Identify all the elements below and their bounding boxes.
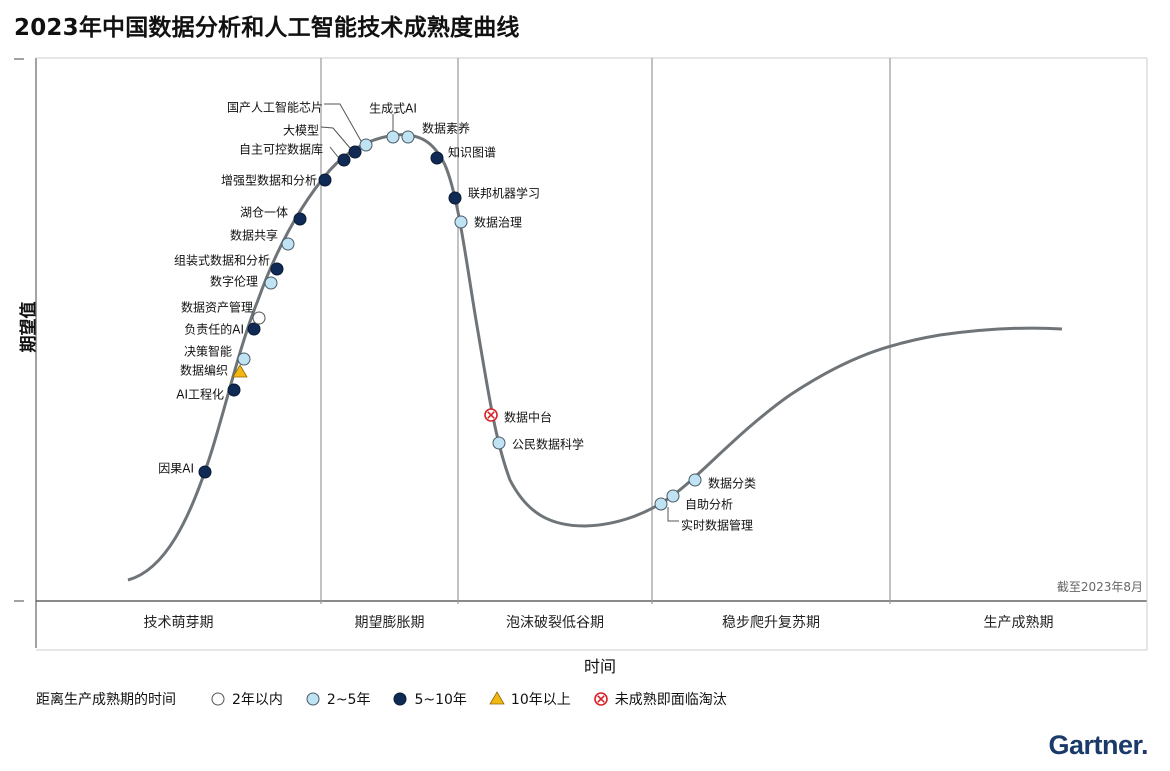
point-label: 公民数据科学 (512, 437, 584, 452)
gartner-logo: Gartner. (1048, 730, 1148, 760)
legend-label: 5~10年 (414, 692, 467, 708)
point-label: 实时数据管理 (681, 518, 753, 533)
legend-label: 2~5年 (326, 692, 371, 708)
point-label: 数据治理 (474, 215, 522, 230)
point-label: 数据共享 (230, 228, 278, 243)
legend-label: 2年以内 (232, 692, 283, 708)
point-label: 数据素养 (422, 121, 470, 136)
phase-labels: 技术萌芽期 期望膨胀期 泡沫破裂低谷期 稳步爬升复苏期 生产成熟期 (144, 614, 1054, 631)
point-marker (688, 473, 702, 487)
point-label: 国产人工智能芯片 (227, 100, 323, 115)
x-axis-label: 时间 (583, 657, 616, 676)
point-marker (430, 151, 444, 165)
point-label: 数据中台 (504, 410, 552, 425)
point-label: 自助分析 (685, 498, 733, 512)
legend-marker-icon (211, 692, 225, 706)
legend-marker-icon (489, 691, 505, 705)
point-marker (492, 436, 506, 450)
point-label: 联邦机器学习 (468, 186, 540, 201)
leader-line (320, 126, 351, 149)
leader-line (329, 146, 339, 158)
hype-curve (127, 133, 1063, 582)
legend-label: 未成熟即面临淘汰 (614, 692, 727, 708)
point-labels: 因果AI AI工程化 数据编织 决策智能 负责任的AI 数据资产管理 数字伦理 组装式数据和分… (158, 100, 756, 533)
point-label: 数据分类 (708, 476, 756, 491)
legend-marker (393, 692, 407, 706)
point-marker (359, 138, 373, 152)
point-marker (232, 364, 248, 378)
phase-label: 生产成熟期 (984, 615, 1054, 631)
legend-item: 未成熟即面临淘汰 (593, 689, 727, 709)
point-marker (264, 276, 278, 290)
chart-title: 2023年中国数据分析和人工智能技术成熟度曲线 (14, 15, 520, 41)
point-marker (237, 352, 251, 366)
point-label: 增强型数据和分析 (221, 173, 317, 188)
point-marker (318, 173, 332, 187)
legend-item: 5~10年 (392, 689, 467, 709)
legend-marker-icon (393, 692, 407, 706)
point-label: 大模型 (283, 124, 319, 138)
point-marker (448, 191, 462, 205)
point-marker (386, 130, 400, 144)
point-marker (484, 408, 498, 422)
point-marker (293, 212, 307, 226)
point-marker (252, 311, 266, 325)
phase-label: 期望膨胀期 (355, 614, 425, 631)
point-label: 数据编织 (180, 363, 228, 378)
point-label: 组装式数据和分析 (174, 253, 270, 268)
point-marker (198, 465, 212, 479)
point-marker (247, 322, 261, 336)
point-label: 湖仓一体 (240, 205, 288, 220)
legend-marker (211, 692, 225, 706)
point-label: 决策智能 (184, 344, 232, 359)
hype-cycle-chart: 技术萌芽期 期望膨胀期 泡沫破裂低谷期 稳步爬升复苏期 生产成熟期 因果AIAI工程化数… (14, 57, 1148, 651)
point-label: 知识图谱 (448, 146, 496, 160)
point-markers (198, 130, 702, 511)
point-label: 生成式AI (369, 102, 417, 116)
point-marker (281, 237, 295, 251)
legend-item: 10年以上 (489, 689, 571, 709)
legend-marker (489, 691, 505, 705)
point-label: AI工程化 (176, 387, 224, 402)
point-marker (270, 262, 284, 276)
legend-title: 距离生产成熟期的时间 (36, 692, 176, 708)
phase-label: 泡沫破裂低谷期 (506, 615, 604, 631)
phase-label: 稳步爬升复苏期 (722, 614, 820, 631)
legend: 距离生产成熟期的时间 2年以内 2~5年 5~10年 10年以上 未成熟即面临淘汰 (36, 688, 749, 710)
point-marker (666, 489, 680, 503)
point-label: 数字伦理 (210, 274, 258, 289)
point-marker (654, 497, 668, 511)
phase-label: 技术萌芽期 (144, 615, 214, 631)
point-label: 负责任的AI (184, 322, 244, 337)
as-of-date: 截至2023年8月 (1057, 580, 1143, 594)
label-leader-lines (320, 103, 679, 522)
legend-marker-icon (306, 692, 320, 706)
point-label: 因果AI (158, 462, 194, 476)
point-marker (454, 215, 468, 229)
point-label: 自主可控数据库 (239, 142, 323, 157)
legend-marker-icon (593, 692, 608, 706)
point-marker (348, 145, 362, 159)
point-marker (337, 153, 351, 167)
legend-marker (593, 692, 608, 706)
point-marker (227, 383, 241, 397)
legend-label: 10年以上 (510, 692, 571, 708)
point-marker (401, 130, 415, 144)
chart-frame (14, 57, 1148, 651)
legend-item: 2年以内 (210, 689, 283, 709)
leader-line (324, 103, 362, 142)
point-label: 数据资产管理 (181, 300, 253, 315)
leader-line (667, 507, 679, 522)
legend-item: 2~5年 (305, 689, 371, 709)
legend-marker (306, 692, 320, 706)
